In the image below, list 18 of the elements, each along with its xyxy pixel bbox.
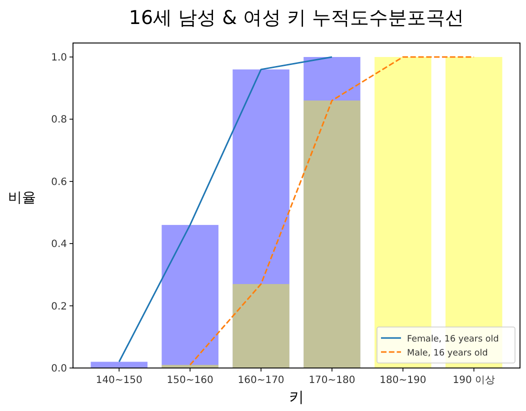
x-tick-label: 190 이상	[452, 375, 496, 386]
x-axis-title: 키	[289, 388, 304, 406]
y-tick-label: 0.0	[51, 364, 67, 374]
line-series	[118, 56, 333, 363]
x-tick-label: 170~180	[308, 375, 356, 386]
legend-label: Female, 16 years old	[407, 334, 499, 344]
chart-title: 16세 남성 & 여성 키 누적도수분포곡선	[128, 7, 464, 29]
y-tick-label: 0.6	[51, 176, 67, 188]
x-tick-label: 180~190	[380, 375, 426, 386]
x-tick-label: 150~160	[166, 375, 214, 386]
y-axis-title: 비율	[8, 190, 36, 206]
y-tick-label: 1.0	[51, 52, 67, 64]
legend-label: Male, 16 years old	[407, 348, 488, 358]
y-tick-label: 0.8	[51, 114, 67, 126]
x-tick-label: 160~170	[238, 375, 284, 386]
y-tick-label: 0.2	[51, 301, 67, 312]
y-tick-label: 0.4	[51, 239, 67, 250]
x-tick-label: 140~150	[96, 375, 142, 386]
